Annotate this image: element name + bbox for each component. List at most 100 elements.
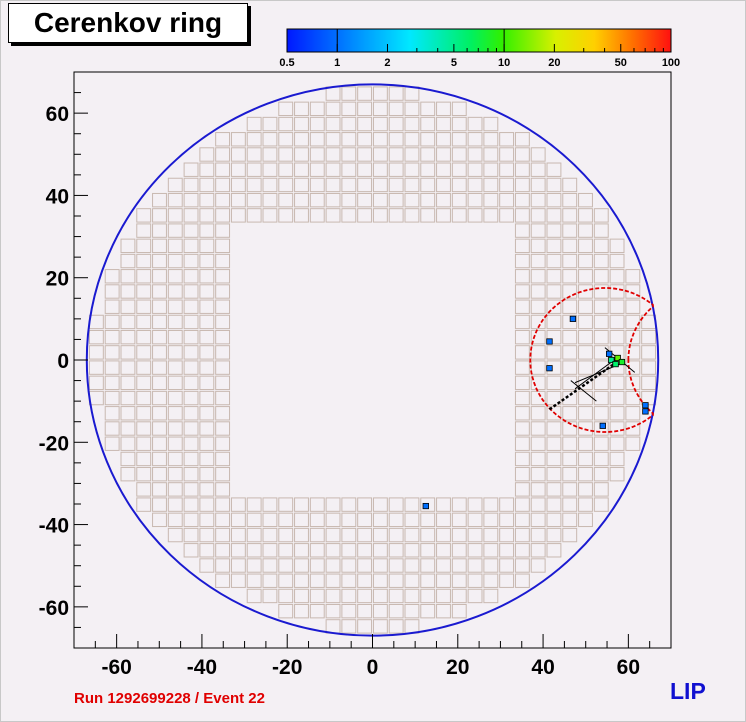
pmt-cell [136,375,152,391]
pmt-cell [136,497,152,512]
pmt-cell [625,390,641,406]
pmt-cell [152,466,167,482]
pmt-cell [183,543,199,558]
pmt-cell [215,132,231,147]
pmt-cell [246,132,262,147]
pmt-cell [278,588,294,604]
pmt-cell [167,208,183,223]
pmt-cell [167,284,183,299]
pmt-cell [183,421,199,436]
pmt-cell [372,132,388,147]
pmt-cell [514,436,530,451]
pmt-cell [199,558,215,573]
pmt-cell [357,162,373,177]
pmt-cell [136,390,152,406]
pmt-cell [215,512,231,528]
pmt-cell [562,314,578,330]
pmt-cell [609,299,625,314]
pmt-cell [341,86,357,101]
pmt-cell [593,284,609,299]
pmt-cell [467,543,483,558]
pmt-cell [530,466,546,482]
pmt-cell [309,116,325,132]
pmt-cell [436,573,451,588]
pmt-cell [609,375,625,391]
pmt-cell [530,238,546,254]
pmt-cell [278,177,294,193]
pmt-cell [436,192,451,208]
pmt-cell [341,512,357,528]
pmt-cell [341,208,357,223]
pmt-cell [530,147,546,162]
pmt-cell [120,406,136,421]
pmt-cell [530,269,546,284]
pmt-cell [199,147,215,162]
pmt-cell [294,497,309,512]
pmt-cell [467,192,483,208]
pmt-cell [388,177,404,193]
pmt-cell [167,512,183,528]
pmt-cell [152,390,167,406]
pmt-cell [593,299,609,314]
pmt-cell [388,497,404,512]
pmt-cell [230,512,246,528]
y-tick-label: 40 [46,185,69,208]
pmt-cell [451,132,467,147]
pmt-cell [152,208,167,223]
pmt-cell [357,573,373,588]
pmt-cell [388,116,404,132]
pmt-cell [278,116,294,132]
pmt-cell [546,238,562,254]
pmt-cell [467,208,483,223]
pmt-cell [246,162,262,177]
pmt-cell [467,558,483,573]
pmt-cell [136,253,152,269]
pmt-cell [167,375,183,391]
pmt-cell [167,345,183,360]
pmt-cell [309,512,325,528]
pmt-cell [183,375,199,391]
pmt-cell [152,360,167,375]
pmt-cell [578,406,593,421]
pmt-cell [357,497,373,512]
pmt-cell [436,603,451,619]
pmt-cell [562,329,578,345]
pmt-cell [183,299,199,314]
pmt-cell [388,603,404,619]
pmt-cell [294,147,309,162]
pmt-hit [618,358,626,366]
pmt-cell [262,543,278,558]
pmt-cell [372,86,388,101]
pmt-cell [578,345,593,360]
pmt-cell [262,208,278,223]
pmt-cell [546,329,562,345]
pmt-cell [88,329,104,345]
pmt-cell [199,466,215,482]
pmt-cell [436,512,451,528]
pmt-cell [499,177,515,193]
pmt-cell [467,147,483,162]
pmt-cell [152,314,167,330]
pmt-cell [341,603,357,619]
pmt-cell [309,527,325,543]
pmt-cell [88,375,104,391]
pmt-cell [578,466,593,482]
pmt-cell [546,543,562,558]
pmt-cell [609,436,625,451]
pmt-cell [215,223,231,238]
pmt-cell [309,162,325,177]
pmt-cell [167,406,183,421]
pmt-cell [230,543,246,558]
pmt-cell [483,132,499,147]
pmt-cell [388,208,404,223]
pmt-cell [451,588,467,604]
pmt-cell [372,619,388,634]
pmt-cell [262,116,278,132]
pmt-cell [578,192,593,208]
plot-frame [73,71,672,649]
pmt-cell [278,558,294,573]
pmt-cell [562,466,578,482]
pmt-cell [388,86,404,101]
pmt-cell [199,314,215,330]
